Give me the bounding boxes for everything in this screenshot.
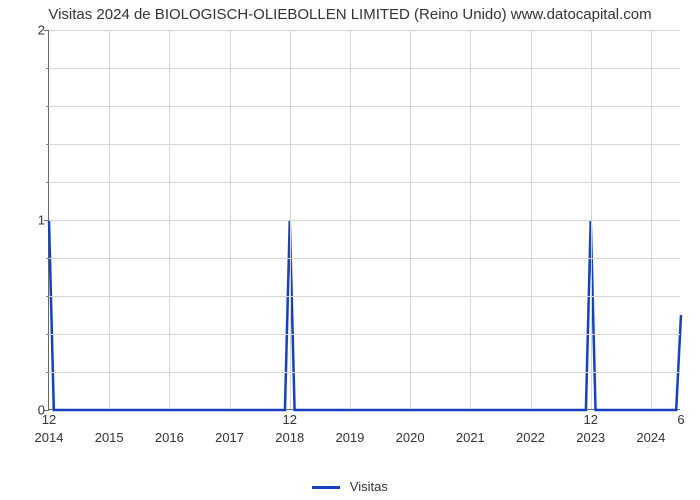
x-tick-label: 2022 (516, 430, 545, 445)
grid-horizontal (49, 220, 680, 221)
y-minor-tick (46, 68, 49, 69)
y-tick-label: 2 (27, 23, 45, 38)
y-tick-label: 1 (27, 213, 45, 228)
x-tick-label: 2016 (155, 430, 184, 445)
x-tick-label: 2020 (396, 430, 425, 445)
x-tick-label: 2023 (576, 430, 605, 445)
y-minor-tick (46, 182, 49, 183)
y-minor-tick (46, 296, 49, 297)
x-tick-label: 2024 (636, 430, 665, 445)
x-tick-label: 2021 (456, 430, 485, 445)
y-minor-tick (46, 106, 49, 107)
grid-horizontal (49, 372, 680, 373)
grid-horizontal (49, 144, 680, 145)
y-minor-tick (46, 372, 49, 373)
x-tick-label: 2015 (95, 430, 124, 445)
chart-container: Visitas 2024 de BIOLOGISCH-OLIEBOLLEN LI… (0, 0, 700, 500)
plot-area: 2014201520162017201820192020202120222023… (48, 30, 680, 410)
x-tick-label: 2017 (215, 430, 244, 445)
grid-horizontal (49, 68, 680, 69)
y-minor-tick (46, 144, 49, 145)
grid-horizontal (49, 30, 680, 31)
chart-area: 2014201520162017201820192020202120222023… (48, 30, 680, 430)
grid-horizontal (49, 334, 680, 335)
value-label: 12 (283, 412, 297, 427)
x-tick-label: 2014 (35, 430, 64, 445)
y-minor-tick (46, 258, 49, 259)
grid-horizontal (49, 258, 680, 259)
grid-horizontal (49, 106, 680, 107)
y-minor-tick (46, 334, 49, 335)
chart-title: Visitas 2024 de BIOLOGISCH-OLIEBOLLEN LI… (0, 0, 700, 28)
value-label: 12 (583, 412, 597, 427)
x-tick-label: 2018 (275, 430, 304, 445)
legend: Visitas (0, 479, 700, 494)
series-line (49, 220, 681, 410)
grid-horizontal (49, 182, 680, 183)
value-label: 12 (42, 412, 56, 427)
legend-swatch (312, 486, 340, 489)
x-tick-label: 2019 (335, 430, 364, 445)
legend-label: Visitas (350, 479, 388, 494)
value-label: 6 (677, 412, 684, 427)
grid-horizontal (49, 296, 680, 297)
